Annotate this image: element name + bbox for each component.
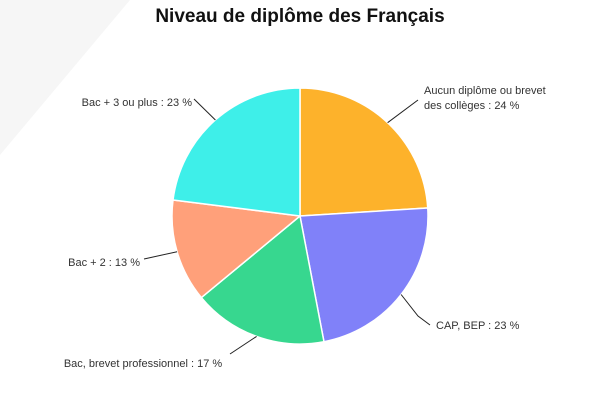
leader-line-5 [193,98,216,121]
slice-label-2: CAP, BEP : 23 % [436,320,520,332]
slice-label-5: Bac + 3 ou plus : 23 % [82,97,193,109]
pie-slice-2[interactable] [299,207,429,343]
leader-line-1 [387,99,419,124]
pie-slice-3[interactable] [200,214,325,345]
background-decoration [0,0,130,155]
slice-label-1: Aucun diplôme ou brevet des collèges : 24… [424,85,546,112]
slice-label-3: Bac, brevet professionnel : 17 % [64,358,223,370]
leader-line-4 [143,251,178,260]
leader-line-2 [400,294,431,326]
chart-title: Niveau de diplôme des Français [155,6,445,27]
leader-line-3 [229,335,257,355]
slice-label-4: Bac + 2 : 13 % [68,257,140,269]
pie-slice-5[interactable] [172,87,301,217]
pie-slice-1[interactable] [299,87,429,217]
